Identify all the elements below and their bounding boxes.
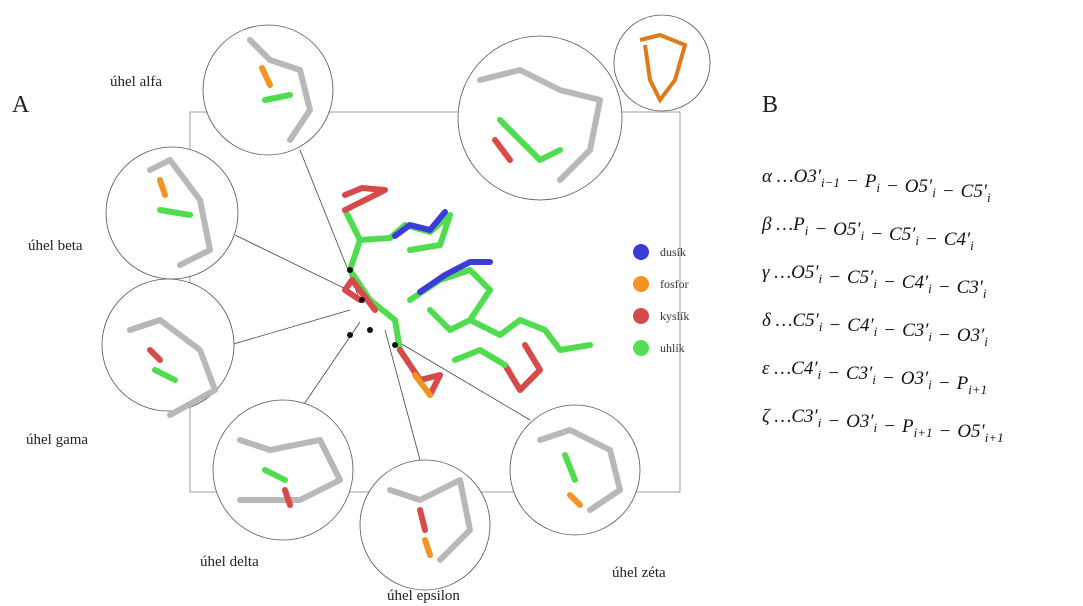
formula-subscript: i+1: [914, 425, 933, 440]
formula-symbol: ε …: [762, 358, 791, 379]
formula-subscript: i: [984, 334, 988, 349]
angle-label: úhel delta: [200, 554, 259, 570]
formula-symbol: δ …: [762, 310, 792, 331]
formula-subscript: i: [915, 233, 919, 248]
formula-base: C3′: [957, 277, 984, 298]
formula-base: P: [792, 214, 805, 235]
formula-operator: −: [942, 181, 955, 202]
legend-swatch: [633, 244, 649, 260]
formula-subscript: i: [861, 228, 865, 243]
formula-symbol: α …: [762, 166, 794, 187]
formula-base: O3′: [901, 368, 929, 389]
formula-subscript: i: [874, 420, 878, 435]
formula-base: O3′: [957, 325, 985, 346]
formula-operator: −: [828, 315, 841, 336]
formula-base: O5′: [905, 176, 933, 197]
angle-label: úhel epsilon: [387, 588, 460, 604]
formula: γ …O5′i − C5′i − C4′i − C3′i: [762, 262, 987, 301]
formula-base: C5′: [961, 181, 988, 202]
formula-base: C5′: [847, 267, 874, 288]
formula-base: O5′: [833, 219, 861, 240]
formula-subscript: i: [874, 324, 878, 339]
formula-subscript: i: [819, 271, 823, 286]
formula-operator: −: [846, 171, 859, 192]
formula-base: C3′: [791, 406, 818, 427]
formula-subscript: i: [928, 377, 932, 392]
formula-symbol: ζ …: [762, 406, 791, 427]
magnifiers: [101, 14, 711, 591]
legend-swatch: [633, 308, 649, 324]
formula: ζ …C3′i − O3′i − Pi+1− O5′i+1: [762, 406, 1004, 445]
panel-label: B: [762, 92, 778, 118]
formula-operator: −: [938, 325, 951, 346]
formula-subscript: i: [987, 190, 991, 205]
formula-operator: −: [827, 363, 840, 384]
formula-base: C4′: [847, 315, 874, 336]
formula-base: C5′: [792, 310, 819, 331]
formula-subscript: i: [805, 223, 809, 238]
formula-operator: −: [883, 272, 896, 293]
formula: α …O3′i−1− Pi − O5′i − C5′i: [762, 166, 991, 205]
formula-base: P: [864, 171, 877, 192]
formula-operator: −: [938, 277, 951, 298]
formula-operator: −: [938, 373, 951, 394]
formula-operator: −: [883, 320, 896, 341]
legend-swatch: [633, 340, 649, 356]
formula-base: C3′: [846, 363, 873, 384]
formula-subscript: i: [818, 415, 822, 430]
angle-label: úhel zéta: [612, 565, 666, 581]
formula-subscript: i: [819, 319, 823, 334]
formula-base: P: [901, 416, 914, 437]
formula-base: O3′: [846, 411, 874, 432]
formula-base: O3′: [794, 166, 822, 187]
formula-base: C4′: [791, 358, 818, 379]
formula-subscript: i: [872, 372, 876, 387]
legend-label: kyslík: [660, 309, 689, 323]
molecule: [342, 185, 593, 398]
formula-base: C3′: [902, 320, 929, 341]
formula: β …Pi − O5′i − C5′i − C4′i: [761, 214, 974, 253]
panel-label: A: [12, 92, 30, 118]
formula-operator: −: [828, 267, 841, 288]
formula: ε …C4′i − C3′i − O3′i − Pi+1: [762, 358, 987, 397]
formula-operator: −: [870, 224, 883, 245]
formula-subscript: i: [817, 367, 821, 382]
formula-operator: −: [938, 421, 951, 442]
formula-base: O5′: [957, 421, 985, 442]
formula-base: C4′: [902, 272, 929, 293]
formula-subscript: i−1: [821, 175, 840, 190]
legend-label: fosfor: [660, 277, 689, 291]
angle-label: úhel beta: [28, 238, 83, 254]
formula-subscript: i: [970, 238, 974, 253]
formula-operator: −: [883, 416, 896, 437]
formula-symbol: β …: [761, 214, 793, 235]
formula-base: C5′: [889, 224, 916, 245]
formula-symbol: γ …: [762, 262, 791, 283]
formula-operator: −: [814, 219, 827, 240]
formula-base: O5′: [791, 262, 819, 283]
legend-label: uhlík: [660, 341, 685, 355]
formula-subscript: i: [983, 286, 987, 301]
formula-subscript: i: [873, 276, 877, 291]
formula-subscript: i: [876, 180, 880, 195]
angle-label: úhel alfa: [110, 74, 162, 90]
angle-label: úhel gama: [26, 432, 88, 448]
formula-subscript: i: [928, 329, 932, 344]
formula-base: P: [956, 373, 969, 394]
formula: δ …C5′i − C4′i − C3′i − O3′i: [762, 310, 988, 349]
formula-operator: −: [886, 176, 899, 197]
formula-subscript: i+1: [968, 382, 987, 397]
legend-swatch: [633, 276, 649, 292]
formula-subscript: i: [928, 281, 932, 296]
formula-subscript: i: [932, 185, 936, 200]
legend-label: dusík: [660, 245, 686, 259]
formula-operator: −: [925, 229, 938, 250]
formula-subscript: i+1: [985, 430, 1004, 445]
formula-operator: −: [827, 411, 840, 432]
formula-base: C4′: [944, 229, 971, 250]
formula-operator: −: [882, 368, 895, 389]
